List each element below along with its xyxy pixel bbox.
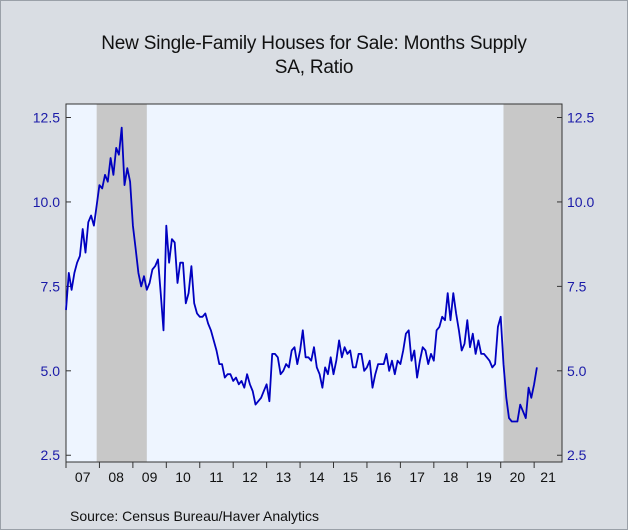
x-tick-label: 18 <box>443 469 459 485</box>
y-tick-label-right: 5.0 <box>567 363 587 379</box>
y-tick-label-left: 10.0 <box>33 194 60 210</box>
x-tick-label: 21 <box>540 469 556 485</box>
chart-subtitle: SA, Ratio <box>274 57 354 78</box>
recession-band <box>503 104 562 462</box>
x-tick-label: 08 <box>108 469 124 485</box>
recession-band <box>96 104 147 462</box>
x-tick-label: 16 <box>376 469 392 485</box>
y-tick-label-left: 7.5 <box>41 278 61 294</box>
y-tick-label-right: 10.0 <box>567 194 594 210</box>
y-tick-label-right: 7.5 <box>567 278 587 294</box>
x-tick-label: 17 <box>409 469 425 485</box>
y-tick-label-right: 2.5 <box>567 447 587 463</box>
x-tick-label: 19 <box>476 469 492 485</box>
x-tick-label: 09 <box>142 469 158 485</box>
x-tick-label: 20 <box>510 469 526 485</box>
x-tick-label: 14 <box>309 469 325 485</box>
x-tick-label: 12 <box>242 469 258 485</box>
x-tick-label: 15 <box>342 469 358 485</box>
y-tick-label-left: 12.5 <box>33 110 60 126</box>
chart-title: New Single-Family Houses for Sale: Month… <box>101 33 527 54</box>
source-note: Source: Census Bureau/Haver Analytics <box>70 508 320 524</box>
x-tick-label: 10 <box>175 469 191 485</box>
x-tick-label: 07 <box>75 469 91 485</box>
y-tick-label-right: 12.5 <box>567 110 594 126</box>
y-tick-label-left: 5.0 <box>41 363 61 379</box>
x-tick-label: 13 <box>276 469 292 485</box>
x-tick-label: 11 <box>209 469 224 485</box>
plot-border <box>65 103 563 463</box>
y-tick-label-left: 2.5 <box>41 447 61 463</box>
series-line <box>65 126 538 423</box>
